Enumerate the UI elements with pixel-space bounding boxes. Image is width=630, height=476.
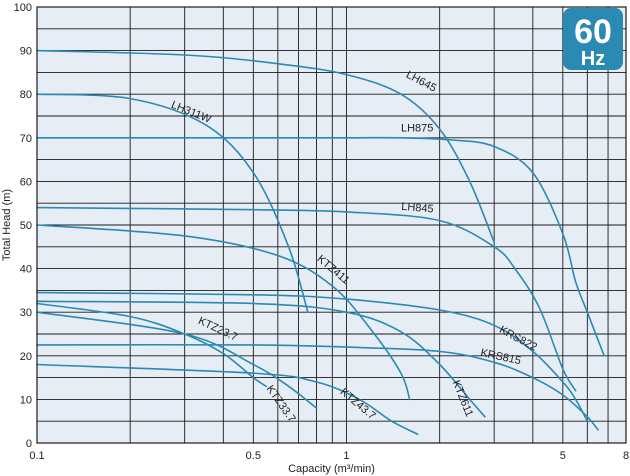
series-line-ktz43-7 <box>36 363 419 436</box>
y-tick-label: 100 <box>14 2 32 14</box>
y-tick-label: 80 <box>20 89 32 101</box>
y-tick-label: 70 <box>20 133 32 145</box>
plot-border <box>36 6 627 444</box>
x-tick-label: 0.5 <box>246 450 261 462</box>
y-tick-label: 50 <box>20 220 32 232</box>
series-label-lh845: LH845 <box>401 201 434 216</box>
y-tick-label: 90 <box>20 46 32 58</box>
frequency-badge-unit: Hz <box>581 48 605 70</box>
series-line-ktz33-7 <box>36 311 318 409</box>
y-tick-label: 10 <box>20 394 32 406</box>
y-tick-label: 40 <box>20 264 32 276</box>
x-tick-label: 1 <box>343 450 349 462</box>
series-curves <box>36 49 605 436</box>
frequency-badge-value: 60 <box>574 13 612 51</box>
x-tick-label: 0.1 <box>29 450 44 462</box>
series-line-ktz23-7 <box>36 302 267 388</box>
y-tick-labels: 0 10 20 30 40 50 60 70 80 90 100 <box>14 2 32 450</box>
series-line-ktz611 <box>36 300 486 418</box>
series-line-krs822 <box>36 291 589 422</box>
series-label-lh875: LH875 <box>401 122 433 134</box>
y-tick-label: 20 <box>20 351 32 363</box>
series-line-ktz411 <box>36 224 411 401</box>
y-tick-label: 30 <box>20 307 32 319</box>
series-line-lh845 <box>36 206 577 392</box>
series-line-lh645 <box>36 49 495 244</box>
y-axis-title: Total Head (m) <box>1 189 13 261</box>
grid-lines <box>37 7 626 443</box>
x-axis-title: Capacity (m³/min) <box>288 463 375 475</box>
x-tick-label: 8 <box>623 450 629 462</box>
frequency-badge-box <box>563 8 623 70</box>
x-tick-labels: 0.1 0.5 1 5 8 <box>29 450 629 462</box>
y-tick-label: 0 <box>26 438 32 450</box>
frequency-badge: 60 Hz <box>563 8 623 70</box>
series-line-krs815 <box>36 343 599 431</box>
x-tick-label: 5 <box>560 450 566 462</box>
series-line-lh311w <box>36 93 309 313</box>
series-line-lh875 <box>36 136 605 357</box>
y-tick-label: 60 <box>20 176 32 188</box>
